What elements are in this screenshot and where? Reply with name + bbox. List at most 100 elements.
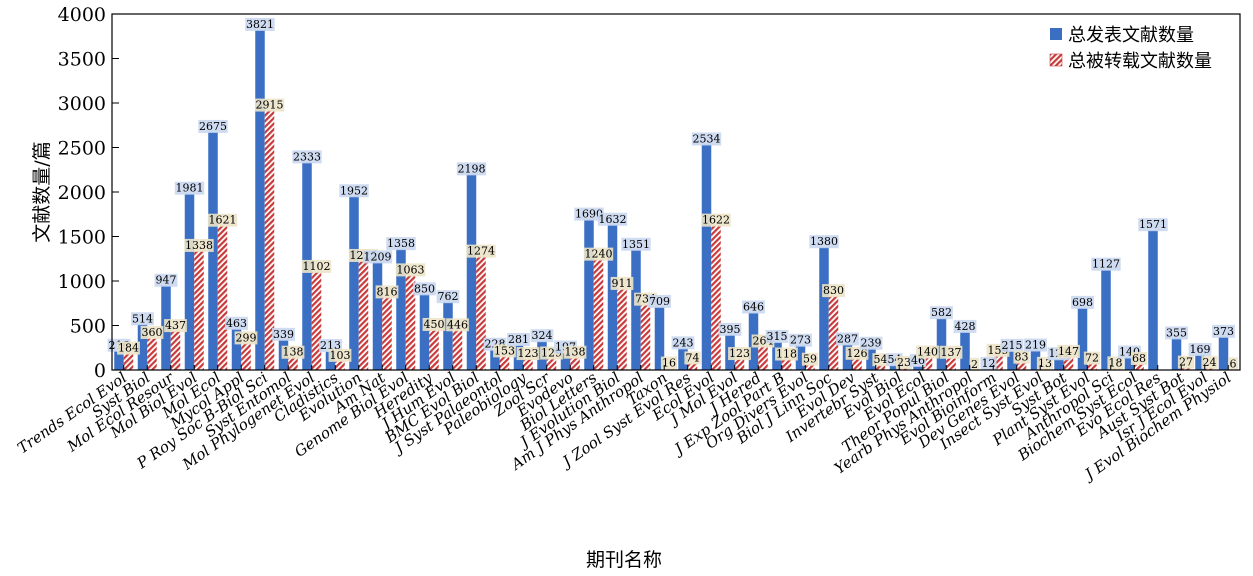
value-label-bg: [1177, 355, 1195, 369]
value-label-bg: [1107, 356, 1124, 370]
value-label-reprinted: 138: [565, 346, 586, 359]
value-label-bg: [319, 339, 342, 353]
value-label-bg: [301, 259, 332, 273]
value-label-bg: [456, 162, 487, 176]
value-label-reprinted: 2915: [256, 99, 284, 112]
value-label-bg: [1201, 355, 1218, 369]
bar-reprinted: [758, 346, 768, 370]
value-label-bg: [362, 250, 393, 264]
value-label-bg: [245, 17, 275, 31]
value-label-bg: [154, 273, 178, 287]
value-label-bg: [969, 357, 980, 371]
value-label-bg: [207, 213, 238, 227]
value-label-reprinted: 1622: [702, 214, 730, 227]
value-label-reprinted: 54: [874, 353, 888, 366]
bar-total: [631, 249, 641, 370]
value-label-bg: [648, 294, 671, 308]
bar-reprinted: [593, 259, 604, 370]
bar-reprinted: [429, 329, 439, 370]
bar-reprinted: [640, 304, 651, 370]
value-label-total: 1981: [176, 182, 204, 195]
bar-total: [654, 306, 665, 370]
bar-total: [889, 365, 900, 370]
bar-total: [795, 345, 806, 370]
value-label-reprinted: 360: [142, 326, 163, 339]
value-label-reprinted: 1274: [467, 245, 495, 258]
value-label-bg: [621, 237, 651, 251]
bar-reprinted: [335, 360, 345, 370]
bar-total: [490, 349, 500, 370]
bar-total: [1007, 350, 1017, 370]
value-label-total: 1209: [364, 250, 392, 263]
value-label-bg: [1071, 295, 1094, 309]
bar-reprinted: [405, 275, 416, 370]
value-label-reprinted: 74: [686, 351, 700, 364]
bar-total: [1077, 307, 1088, 370]
value-label-bg: [574, 207, 604, 221]
bar-total: [913, 365, 923, 370]
bar-total: [1030, 350, 1041, 370]
value-label-reprinted: 1240: [585, 248, 613, 261]
bar-total: [819, 247, 829, 370]
bar-total: [1054, 359, 1064, 370]
value-label-bg: [1228, 357, 1238, 371]
y-tick-label: 2000: [58, 182, 106, 204]
value-label-bg: [789, 333, 812, 347]
bar-total: [255, 29, 265, 370]
bars-layer: [114, 29, 1238, 370]
value-label-bg: [836, 332, 859, 346]
bar-total: [419, 294, 430, 370]
value-label-bg: [413, 282, 436, 296]
value-label-bg: [563, 345, 587, 359]
value-label-total: 12: [982, 357, 996, 370]
value-label-bg: [718, 322, 742, 336]
bar-reprinted: [241, 343, 251, 370]
y-axis-title: 文献数量/篇: [31, 141, 53, 242]
legend-label-reprinted: 总被转载文献数量: [1068, 51, 1212, 72]
bar-total: [184, 193, 195, 370]
value-label-reprinted: 446: [447, 318, 468, 331]
value-label-bg: [436, 290, 460, 304]
value-label-bg: [801, 352, 819, 366]
value-label-bg: [446, 318, 469, 332]
value-label-reprinted: 184: [118, 342, 139, 355]
bar-reprinted: [170, 331, 181, 370]
bar-total: [1218, 336, 1229, 370]
value-label-total: 169: [1190, 343, 1211, 356]
value-label-reprinted: 83: [1015, 351, 1029, 364]
bar-total: [1195, 354, 1205, 370]
value-label-reprinted: 103: [330, 349, 351, 362]
value-label-bg: [1165, 326, 1188, 340]
value-label-bg: [174, 181, 205, 195]
bar-reprinted: [899, 367, 909, 370]
value-label-total: 355: [1166, 326, 1187, 339]
value-label-bg: [422, 317, 446, 331]
value-label-bg: [375, 285, 399, 299]
bar-reprinted: [1204, 367, 1215, 370]
value-label-bg: [254, 98, 285, 112]
bar-reprinted: [358, 260, 369, 370]
bar-reprinted: [1181, 367, 1191, 370]
value-label-bg: [507, 332, 530, 346]
bar-reprinted: [123, 353, 134, 370]
bar-total: [114, 350, 124, 370]
value-label-bg: [845, 346, 869, 360]
value-label-bg: [328, 348, 352, 362]
value-label-bg: [597, 212, 628, 226]
value-label-total: 463: [226, 317, 247, 330]
value-label-bg: [530, 329, 554, 343]
bar-reprinted: [828, 296, 839, 370]
value-label-reprinted: 59: [803, 353, 817, 366]
bar-reprinted: [476, 256, 486, 370]
value-label-bg: [386, 237, 416, 251]
y-tick-label: 0: [94, 360, 106, 382]
value-label-bg: [728, 347, 751, 361]
value-label-total: 213: [320, 339, 341, 352]
value-label-bg: [980, 356, 997, 370]
value-label-reprinted: 830: [823, 284, 844, 297]
value-label-total: 646: [743, 301, 764, 314]
value-label-reprinted: 138: [283, 346, 304, 359]
value-label-bg: [610, 276, 634, 290]
value-label-reprinted: 23: [897, 356, 911, 369]
bar-reprinted: [523, 359, 533, 370]
